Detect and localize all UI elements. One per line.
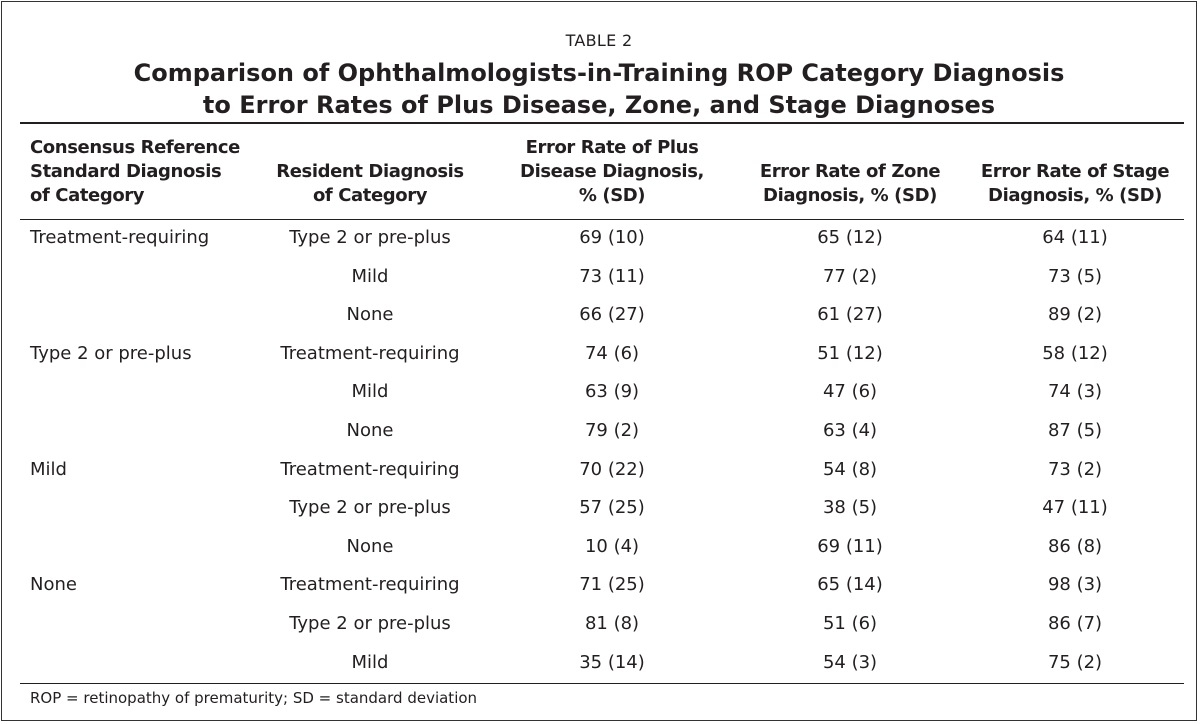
cell-resident: Type 2 or pre-plus [289, 227, 451, 248]
column-header-zone-error: Error Rate of Zone Diagnosis, % (SD) [735, 160, 965, 208]
cell-resident: Mild [351, 651, 389, 673]
cell-resident: Treatment-requiring [280, 458, 460, 480]
column-header-line: of Category [30, 185, 145, 206]
column-header-line: Disease Diagnosis, [520, 161, 704, 182]
top-rule [20, 122, 1184, 124]
table-title-line-1: Comparison of Ophthalmologists-in-Traini… [133, 59, 1065, 87]
cell-zone-error: 65 (12) [817, 227, 883, 248]
header-rule [20, 219, 1184, 220]
cell-resident: Mild [351, 381, 389, 403]
column-header-line: Error Rate of Stage [980, 161, 1170, 182]
cell-plus-error: 73 (11) [579, 265, 645, 287]
cell-resident: None [346, 535, 394, 557]
cell-plus-error: 70 (22) [579, 458, 645, 480]
cell-zone-error: 54 (8) [822, 458, 878, 480]
column-header-line: Error Rate of Zone [759, 161, 941, 182]
cell-stage-error: 75 (2) [1047, 651, 1103, 673]
cell-plus-error: 74 (6) [584, 342, 640, 364]
table-row: Type 2 or pre-plus 81 (8) 51 (6) 86 (7) [2, 606, 1196, 645]
cell-resident: Type 2 or pre-plus [289, 497, 451, 519]
cell-resident: None [346, 420, 394, 441]
cell-stage-error: 47 (11) [1042, 497, 1108, 519]
column-header-line: Diagnosis, % (SD) [988, 185, 1162, 206]
cell-stage-error: 86 (8) [1047, 535, 1103, 557]
cell-plus-error: 79 (2) [584, 420, 640, 441]
cell-stage-error: 73 (5) [1047, 265, 1103, 287]
cell-plus-error: 35 (14) [579, 651, 645, 673]
bottom-rule [20, 683, 1184, 684]
cell-zone-error: 65 (14) [817, 574, 883, 596]
table-label: TABLE 2 [565, 31, 633, 50]
cell-zone-error: 69 (11) [817, 535, 883, 557]
cell-plus-error: 63 (9) [584, 381, 640, 403]
table-row: Mild 73 (11) 77 (2) 73 (5) [2, 259, 1196, 298]
cell-plus-error: 66 (27) [579, 304, 645, 326]
table-row: Treatment-requiring Type 2 or pre-plus 6… [2, 220, 1196, 259]
column-header-line: of Category [312, 185, 428, 206]
column-header-line: Resident Diagnosis [276, 161, 464, 182]
cell-zone-error: 77 (2) [822, 265, 878, 287]
table-footnote: ROP = retinopathy of prematurity; SD = s… [30, 689, 478, 707]
column-header-line: Consensus Reference [30, 137, 240, 158]
column-header-resident: Resident Diagnosis of Category [255, 160, 485, 208]
cell-stage-error: 64 (11) [1042, 227, 1108, 248]
column-header-plus-error: Error Rate of Plus Disease Diagnosis, % … [497, 136, 727, 208]
cell-plus-error: 10 (4) [584, 535, 640, 557]
column-header-consensus: Consensus Reference Standard Diagnosis o… [30, 136, 270, 208]
cell-resident: None [346, 304, 394, 326]
cell-resident: Mild [351, 265, 389, 287]
cell-zone-error: 63 (4) [822, 420, 878, 441]
cell-zone-error: 47 (6) [822, 381, 878, 403]
column-header-line: Error Rate of Plus [525, 137, 699, 158]
cell-consensus: Type 2 or pre-plus [30, 342, 192, 364]
cell-plus-error: 69 (10) [579, 227, 645, 248]
column-header-stage-error: Error Rate of Stage Diagnosis, % (SD) [960, 160, 1190, 208]
table-title-line-2: to Error Rates of Plus Disease, Zone, an… [202, 91, 996, 119]
table-row: Mild Treatment-requiring 70 (22) 54 (8) … [2, 452, 1196, 491]
cell-stage-error: 98 (3) [1047, 574, 1103, 596]
cell-zone-error: 38 (5) [822, 497, 878, 519]
cell-plus-error: 81 (8) [584, 613, 640, 634]
cell-zone-error: 54 (3) [822, 651, 878, 673]
cell-stage-error: 87 (5) [1047, 420, 1103, 441]
table-row: None 79 (2) 63 (4) 87 (5) [2, 413, 1196, 452]
column-header-line: Diagnosis, % (SD) [763, 185, 937, 206]
table-title: Comparison of Ophthalmologists-in-Traini… [2, 57, 1196, 121]
table-row: None Treatment-requiring 71 (25) 65 (14)… [2, 567, 1196, 606]
cell-consensus: Treatment-requiring [30, 227, 210, 248]
table-row: Type 2 or pre-plus 57 (25) 38 (5) 47 (11… [2, 490, 1196, 529]
cell-stage-error: 58 (12) [1042, 342, 1108, 364]
cell-stage-error: 73 (2) [1047, 458, 1103, 480]
cell-resident: Treatment-requiring [280, 574, 460, 596]
table-row: Mild 35 (14) 54 (3) 75 (2) [2, 645, 1196, 684]
cell-stage-error: 74 (3) [1047, 381, 1103, 403]
table-row: None 66 (27) 61 (27) 89 (2) [2, 297, 1196, 336]
cell-resident: Treatment-requiring [280, 342, 460, 364]
table-row: Type 2 or pre-plus Treatment-requiring 7… [2, 336, 1196, 375]
column-header-line: Standard Diagnosis [30, 161, 222, 182]
cell-zone-error: 51 (12) [817, 342, 883, 364]
cell-zone-error: 51 (6) [822, 613, 878, 634]
cell-plus-error: 71 (25) [579, 574, 645, 596]
cell-consensus: Mild [30, 458, 67, 480]
cell-stage-error: 86 (7) [1047, 613, 1103, 634]
cell-stage-error: 89 (2) [1047, 304, 1103, 326]
cell-plus-error: 57 (25) [579, 497, 645, 519]
column-header-line: % (SD) [578, 185, 646, 206]
cell-consensus: None [30, 574, 77, 596]
cell-zone-error: 61 (27) [817, 304, 883, 326]
table-row: Mild 63 (9) 47 (6) 74 (3) [2, 374, 1196, 413]
cell-resident: Type 2 or pre-plus [289, 613, 451, 634]
table-row: None 10 (4) 69 (11) 86 (8) [2, 529, 1196, 568]
